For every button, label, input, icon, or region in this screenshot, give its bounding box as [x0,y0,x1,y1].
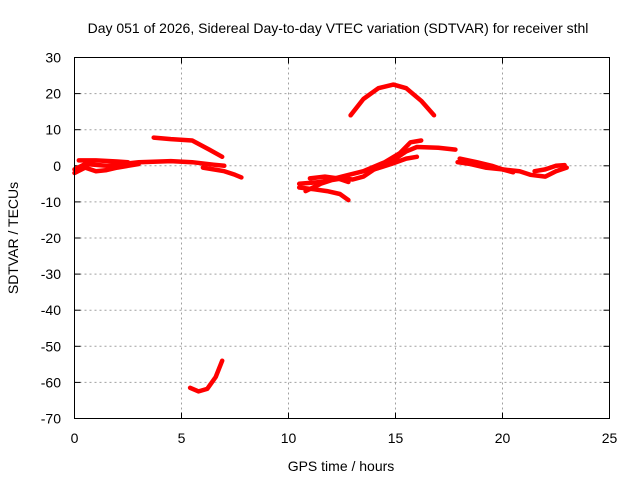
y-tick-label: -60 [41,374,61,390]
series-track-3 [76,158,131,165]
series-track-13 [455,159,569,179]
x-axis-label: GPS time / hours [288,458,395,474]
y-tick-label: -10 [41,194,61,210]
x-tick-label: 5 [178,430,186,446]
y-tick-label: -70 [41,411,61,427]
x-tick-label: 0 [71,430,79,446]
x-tick-label: 25 [602,430,618,446]
series-track-5 [200,165,244,180]
x-tick-label: 20 [495,430,511,446]
x-tick-labels: 0 5 10 15 20 25 [71,430,618,446]
series-track-11 [371,154,420,172]
series-track-12 [348,82,437,118]
series-track-6 [187,358,225,394]
y-tick-labels: -70 -60 -50 -40 -30 -20 -10 0 10 20 30 [41,50,61,427]
plot-frame [74,57,610,419]
y-axis-label: SDTVAR / TECUs [5,182,21,294]
y-tick-label: -40 [41,302,61,318]
series-track-10 [307,174,351,185]
y-tick-label: -30 [41,266,61,282]
series-track-15 [532,162,567,174]
x-tick-label: 15 [388,430,404,446]
series-track-4 [151,135,225,160]
chart-title: Day 051 of 2026, Sidereal Day-to-day VTE… [88,20,589,36]
series-track-1 [72,158,227,172]
grid-lines [74,57,610,419]
y-tick-label: 10 [45,122,61,138]
x-tick-label: 10 [281,430,297,446]
y-tick-label: -50 [41,338,61,354]
data-series [72,82,569,394]
y-tick-label: -20 [41,230,61,246]
y-tick-label: 0 [53,158,61,174]
series-track-2 [72,161,141,176]
y-tick-label: 30 [45,50,61,66]
series-track-14 [457,156,516,175]
y-tick-label: 20 [45,86,61,102]
